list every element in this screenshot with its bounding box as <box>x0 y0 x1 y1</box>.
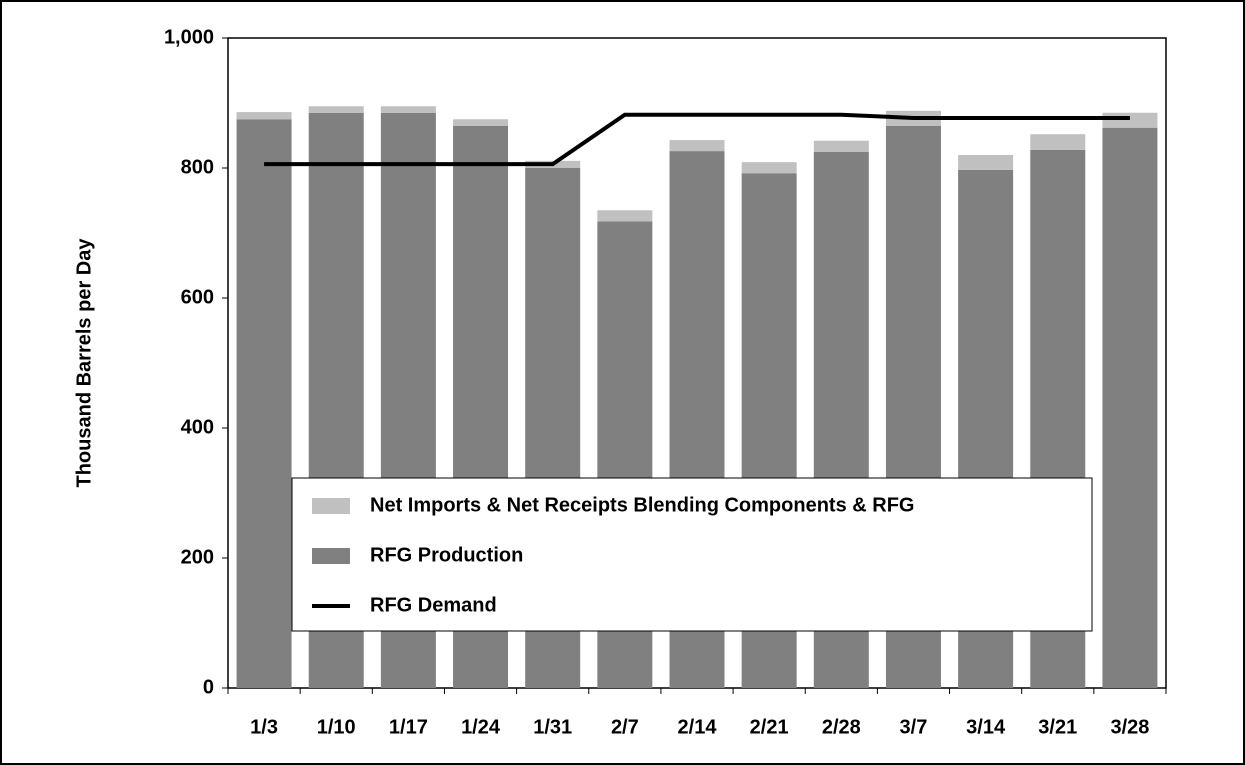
legend-label: RFG Production <box>370 544 523 566</box>
bar-segment <box>236 119 292 688</box>
y-tick-label: 0 <box>203 676 214 698</box>
x-tick-label: 2/28 <box>822 716 861 738</box>
bar-segment <box>741 162 797 174</box>
bar-segment <box>380 106 436 113</box>
bar-segment <box>1030 134 1086 150</box>
legend-swatch <box>312 498 350 514</box>
x-tick-label: 3/7 <box>900 716 928 738</box>
x-tick-label: 3/28 <box>1110 716 1149 738</box>
bar-segment <box>236 112 292 120</box>
bar-segment <box>1102 127 1158 688</box>
x-tick-label: 2/21 <box>750 716 789 738</box>
y-tick-label: 1,000 <box>164 26 214 48</box>
bar-segment <box>813 140 869 152</box>
legend-box <box>291 477 1093 632</box>
y-tick-label: 600 <box>181 286 214 308</box>
y-axis-label: Thousand Barrels per Day <box>73 238 95 488</box>
bar-segment <box>669 140 725 152</box>
bar-segment <box>308 106 364 113</box>
bar-segment <box>1102 112 1158 128</box>
x-tick-label: 2/7 <box>611 716 639 738</box>
y-tick-label: 800 <box>181 156 214 178</box>
bar-segment <box>597 210 653 222</box>
bar-segment <box>958 155 1014 170</box>
legend-label: RFG Demand <box>370 594 497 616</box>
x-tick-label: 1/10 <box>317 716 356 738</box>
x-tick-label: 1/3 <box>250 716 278 738</box>
x-tick-label: 1/24 <box>461 716 501 738</box>
line-series <box>264 112 1130 167</box>
bar-segment <box>453 119 509 126</box>
legend-swatch <box>312 548 350 564</box>
x-tick-label: 3/21 <box>1038 716 1077 738</box>
x-tick-label: 2/14 <box>678 716 718 738</box>
legend-label: Net Imports & Net Receipts Blending Comp… <box>370 494 914 516</box>
x-tick-label: 1/17 <box>389 716 428 738</box>
x-tick-label: 1/31 <box>533 716 572 738</box>
y-tick-label: 200 <box>181 546 214 568</box>
x-tick-label: 3/14 <box>966 716 1006 738</box>
y-tick-label: 400 <box>181 416 214 438</box>
